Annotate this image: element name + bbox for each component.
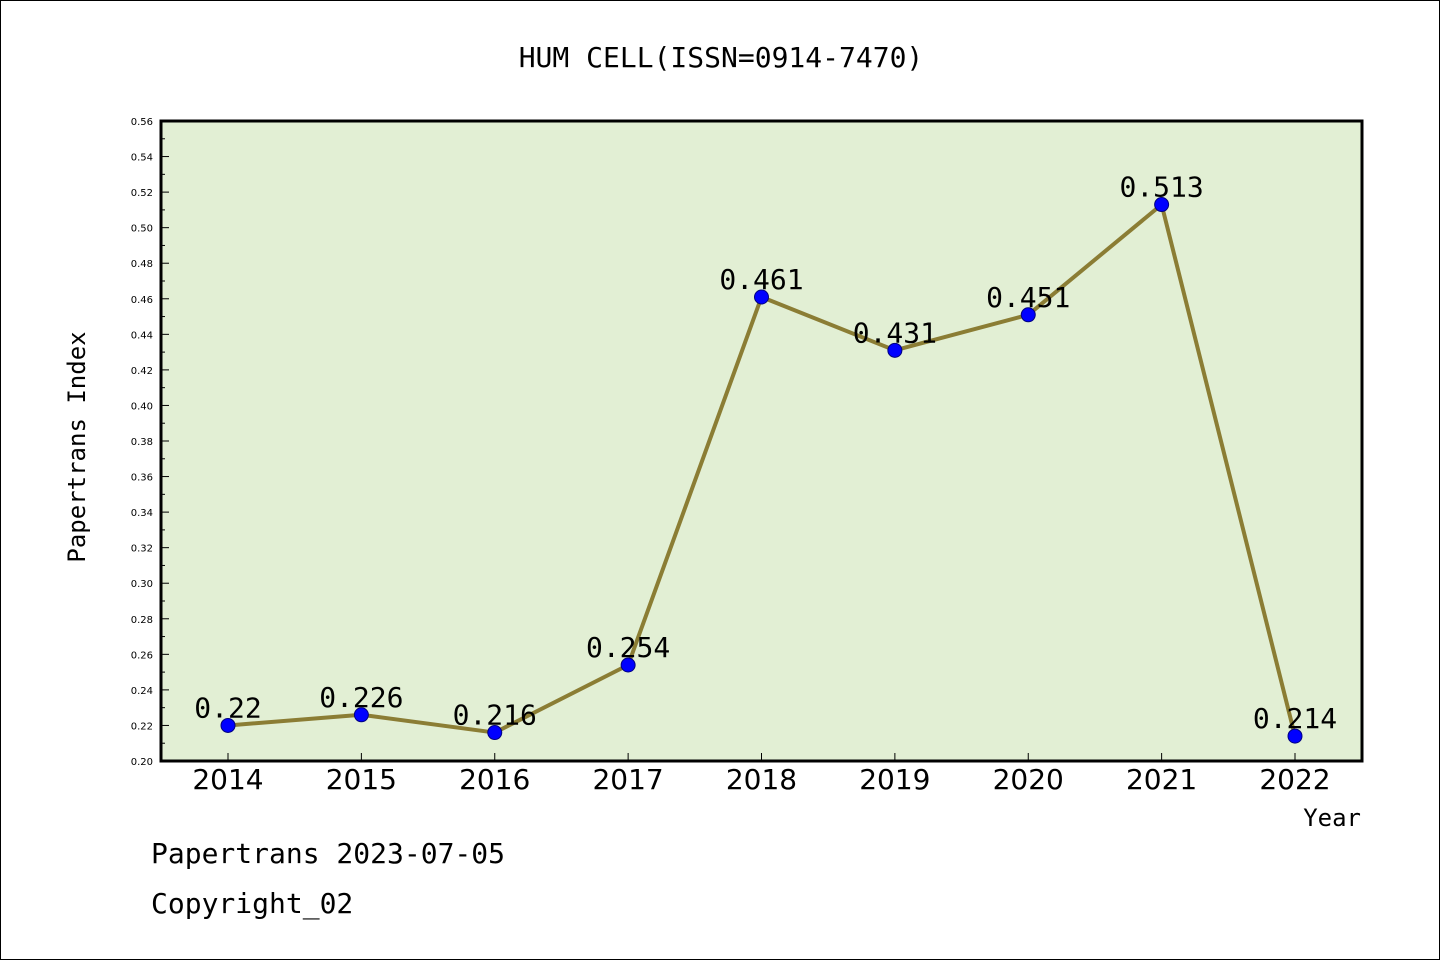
data-label: 0.226 — [319, 681, 403, 714]
y-tick-label: 0.32 — [131, 544, 153, 555]
series-line-group: 0.22 0.226 0.216 0.254 0.461 0.431 0.451 0.513 0… — [194, 171, 1337, 744]
y-tick-label: 0.42 — [131, 366, 153, 377]
data-label: 0.254 — [586, 631, 670, 664]
x-tick-label: 2020 — [993, 763, 1064, 796]
y-tick-label: 0.28 — [131, 615, 153, 626]
data-label: 0.216 — [453, 699, 537, 732]
y-tick-label: 0.54 — [131, 153, 153, 164]
data-point — [487, 725, 503, 741]
y-tick-label: 0.56 — [131, 117, 153, 128]
x-tick-label: 2016 — [459, 763, 530, 796]
y-tick-label: 0.50 — [131, 224, 153, 235]
y-tick-label: 0.46 — [131, 295, 153, 306]
data-point — [353, 707, 369, 723]
data-label: 0.431 — [853, 316, 937, 349]
data-point — [1287, 728, 1303, 744]
x-tick-label: 2014 — [192, 763, 263, 796]
footer-source: Papertrans 2023-07-05 — [151, 837, 506, 870]
data-point — [1020, 307, 1036, 323]
y-tick-label: 0.48 — [131, 259, 153, 270]
data-point — [887, 342, 903, 358]
data-label: 0.513 — [1119, 171, 1203, 204]
y-tick-label: 0.52 — [131, 188, 153, 199]
data-point — [1154, 197, 1170, 213]
y-tick-label: 0.24 — [131, 686, 153, 697]
x-tick-label: 2022 — [1259, 763, 1330, 796]
data-point — [220, 717, 236, 733]
y-axis-label: Papertrans Index — [63, 331, 91, 562]
x-tick-label: 2018 — [726, 763, 797, 796]
data-label: 0.461 — [719, 263, 803, 296]
chart-title: HUM CELL(ISSN=0914-7470) — [519, 41, 924, 74]
y-tick-label: 0.30 — [131, 579, 153, 590]
data-point — [620, 657, 636, 673]
x-tick-label: 2019 — [859, 763, 930, 796]
x-tick-label: 2017 — [592, 763, 663, 796]
y-tick-label: 0.22 — [131, 721, 153, 732]
x-tick-label: 2021 — [1126, 763, 1197, 796]
y-tick-label: 0.38 — [131, 437, 153, 448]
x-axis: 2014 2015 2016 2017 2018 2019 2020 2021 2022 — [192, 753, 1331, 796]
data-label: 0.214 — [1253, 702, 1337, 735]
plot-area — [159, 119, 1364, 763]
y-axis: 0.20 0.22 0.24 0.26 0.28 0.30 0.32 0.34 0.36 0.38… — [131, 117, 169, 768]
data-point — [754, 289, 769, 305]
x-axis-label: Year — [1303, 804, 1361, 832]
y-tick-label: 0.34 — [131, 508, 153, 519]
footer-copyright: Copyright_02 — [151, 887, 354, 920]
y-tick-label: 0.36 — [131, 473, 153, 484]
data-label: 0.22 — [194, 691, 261, 724]
x-tick-label: 2015 — [326, 763, 397, 796]
y-tick-label: 0.40 — [131, 401, 153, 412]
y-tick-label: 0.20 — [131, 757, 153, 768]
data-label: 0.451 — [986, 281, 1070, 314]
y-tick-label: 0.26 — [131, 650, 153, 661]
y-tick-label: 0.44 — [131, 330, 153, 341]
